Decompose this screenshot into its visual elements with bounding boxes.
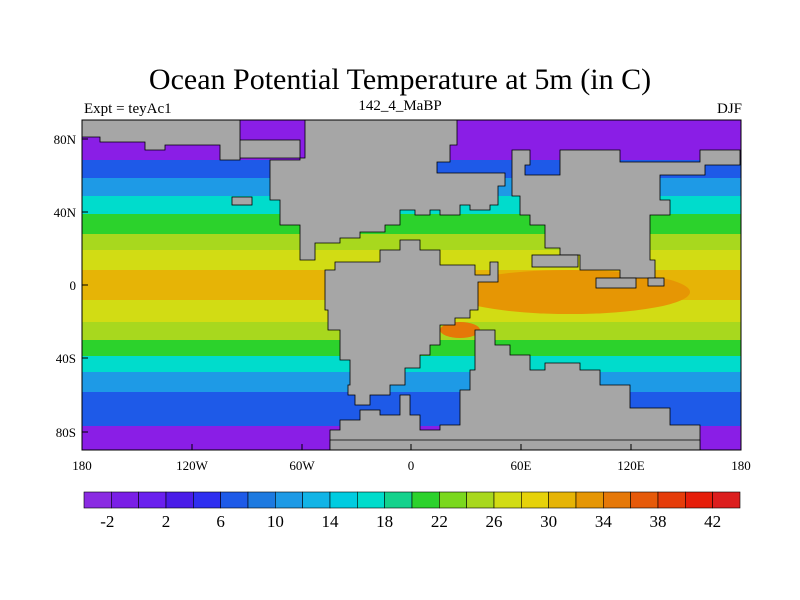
colorbar-swatch — [521, 491, 549, 509]
colorbar-label: 18 — [376, 512, 393, 531]
period-label: 142_4_MaBP — [358, 98, 442, 114]
colorbar-label: 30 — [540, 512, 557, 531]
colorbar-swatch — [247, 491, 276, 509]
colorbar-swatch — [685, 491, 713, 509]
lat-axis: 80N 40N 0 40S 80S — [54, 132, 88, 440]
map-plot-area — [82, 120, 741, 450]
colorbar-swatch — [466, 491, 495, 509]
experiment-label: Expt = teyAc1 — [84, 101, 172, 117]
colorbar-swatch — [603, 491, 631, 509]
colorbar-swatch — [411, 491, 440, 509]
lat-label-0: 0 — [70, 278, 77, 293]
colorbar-swatch — [165, 491, 194, 509]
colorbar-swatch — [712, 491, 741, 509]
colorbar-label: 26 — [486, 512, 503, 531]
colorbar-swatch — [111, 491, 139, 509]
colorbar-swatch — [302, 491, 331, 509]
lon-label-120w: 120W — [176, 458, 209, 473]
lon-label-180e: 180 — [731, 458, 751, 473]
colorbar-swatch — [329, 491, 358, 509]
colorbar-label: 42 — [704, 512, 721, 531]
lon-label-0: 0 — [408, 458, 415, 473]
warm-pool-core — [440, 322, 480, 338]
colorbar-label: 14 — [322, 512, 340, 531]
land-africa-south-america — [324, 239, 499, 406]
lon-label-60e: 60E — [511, 458, 532, 473]
lat-label-80n: 80N — [54, 132, 77, 147]
lat-label-40s: 40S — [56, 351, 76, 366]
land-australia-antarctica-east — [329, 329, 701, 450]
colorbar-swatch — [138, 491, 167, 509]
land-small-island-1 — [231, 196, 253, 206]
colorbar-swatch — [575, 491, 604, 509]
colorbar-swatch — [83, 491, 112, 509]
lat-label-40n: 40N — [54, 205, 77, 220]
lon-label-60w: 60W — [289, 458, 315, 473]
colorbar-swatch — [493, 491, 522, 509]
colorbar-swatch — [275, 491, 303, 509]
lat-label-80s: 80S — [56, 425, 76, 440]
colorbar-label: 6 — [216, 512, 225, 531]
lon-label-120e: 120E — [617, 458, 645, 473]
chart-title: Ocean Potential Temperature at 5m (in C) — [148, 63, 652, 96]
colorbar-swatch — [439, 491, 467, 509]
colorbar-swatch — [548, 491, 577, 509]
land-north-america-eurasia — [82, 120, 506, 261]
colorbar-swatch — [357, 491, 385, 509]
colorbar: -2 2 6 10 14 18 22 26 30 34 38 42 — [83, 491, 741, 531]
land-south-extra — [329, 439, 701, 450]
land-small-island-2 — [595, 277, 637, 289]
colorbar-swatch — [384, 491, 413, 509]
colorbar-swatch — [630, 491, 659, 509]
colorbar-label: 22 — [431, 512, 448, 531]
colorbar-label: 2 — [162, 512, 171, 531]
colorbar-swatch — [657, 491, 686, 509]
colorbar-label: 10 — [267, 512, 284, 531]
lon-axis: 180 120W 60W 0 60E 120E 180 — [72, 444, 751, 473]
colorbar-swatch — [193, 491, 221, 509]
land-small-island-4 — [531, 254, 579, 268]
colorbar-swatch — [220, 491, 249, 509]
colorbar-label: -2 — [100, 512, 114, 531]
colorbar-label: 34 — [595, 512, 613, 531]
colorbar-label: 38 — [650, 512, 667, 531]
band-cool-south — [82, 372, 741, 394]
land-asia — [511, 149, 741, 279]
lon-label-180w: 180 — [72, 458, 92, 473]
land-small-island-3 — [647, 277, 665, 287]
season-label: DJF — [716, 101, 742, 117]
